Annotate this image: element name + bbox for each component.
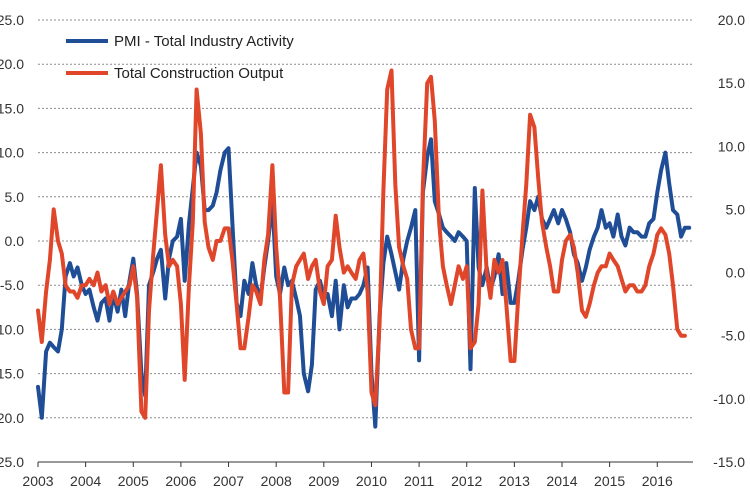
x-tick-label: 2003 — [22, 473, 53, 489]
x-tick-label: 2008 — [261, 473, 292, 489]
left-axis-tick-labels: -25.0 -20.0 -15.0 -10.0 -5.0 0.0 5.0 10.0 15.0 20… — [0, 12, 24, 470]
right-axis-tick-labels: -15.0 -10.0 -5.0 0.0 5.0 10.0 15.0 20.0 — [713, 12, 745, 470]
left-tick-label: 10.0 — [0, 145, 24, 161]
x-tick-label: 2009 — [308, 473, 339, 489]
x-tick-label: 2015 — [594, 473, 625, 489]
left-tick-label: -25.0 — [0, 454, 24, 470]
right-tick-label: 15.0 — [718, 75, 745, 91]
left-tick-label: -5.0 — [0, 277, 24, 293]
right-tick-label: 10.0 — [718, 138, 745, 154]
left-tick-label: -15.0 — [0, 366, 24, 382]
right-tick-label: 0.0 — [726, 265, 746, 281]
left-tick-label: 25.0 — [0, 12, 24, 28]
series-lines — [36, 68, 692, 429]
legend-label-pmi: PMI - Total Industry Activity — [114, 33, 294, 50]
x-tick-label: 2011 — [404, 473, 434, 489]
left-tick-label: -20.0 — [0, 410, 24, 426]
left-tick-label: 0.0 — [5, 233, 25, 249]
x-tick-label: 2013 — [499, 473, 530, 489]
x-tick-label: 2016 — [642, 473, 673, 489]
legend-label-construction: Total Construction Output — [114, 65, 284, 82]
x-axis: 2003 2004 2005 2006 2007 2008 2009 2010 2011 2012… — [22, 461, 693, 489]
series-line-construction — [36, 68, 687, 420]
right-tick-label: -10.0 — [713, 391, 745, 407]
x-tick-label: 2005 — [118, 473, 149, 489]
right-tick-label: 20.0 — [718, 12, 745, 28]
x-tick-label: 2010 — [356, 473, 387, 489]
left-tick-label: 20.0 — [0, 56, 24, 72]
x-tick-label: 2012 — [451, 473, 482, 489]
x-tick-label: 2006 — [165, 473, 196, 489]
right-tick-label: 5.0 — [726, 201, 746, 217]
left-tick-label: 15.0 — [0, 100, 24, 116]
left-tick-label: 5.0 — [5, 189, 25, 205]
left-tick-label: -10.0 — [0, 321, 24, 337]
x-tick-label: 2007 — [213, 473, 244, 489]
right-tick-label: -5.0 — [721, 328, 745, 344]
x-tick-label: 2004 — [70, 473, 101, 489]
right-tick-label: -15.0 — [713, 454, 745, 470]
legend: PMI - Total Industry Activity Total Cons… — [66, 33, 294, 82]
x-tick-label: 2014 — [546, 473, 577, 489]
